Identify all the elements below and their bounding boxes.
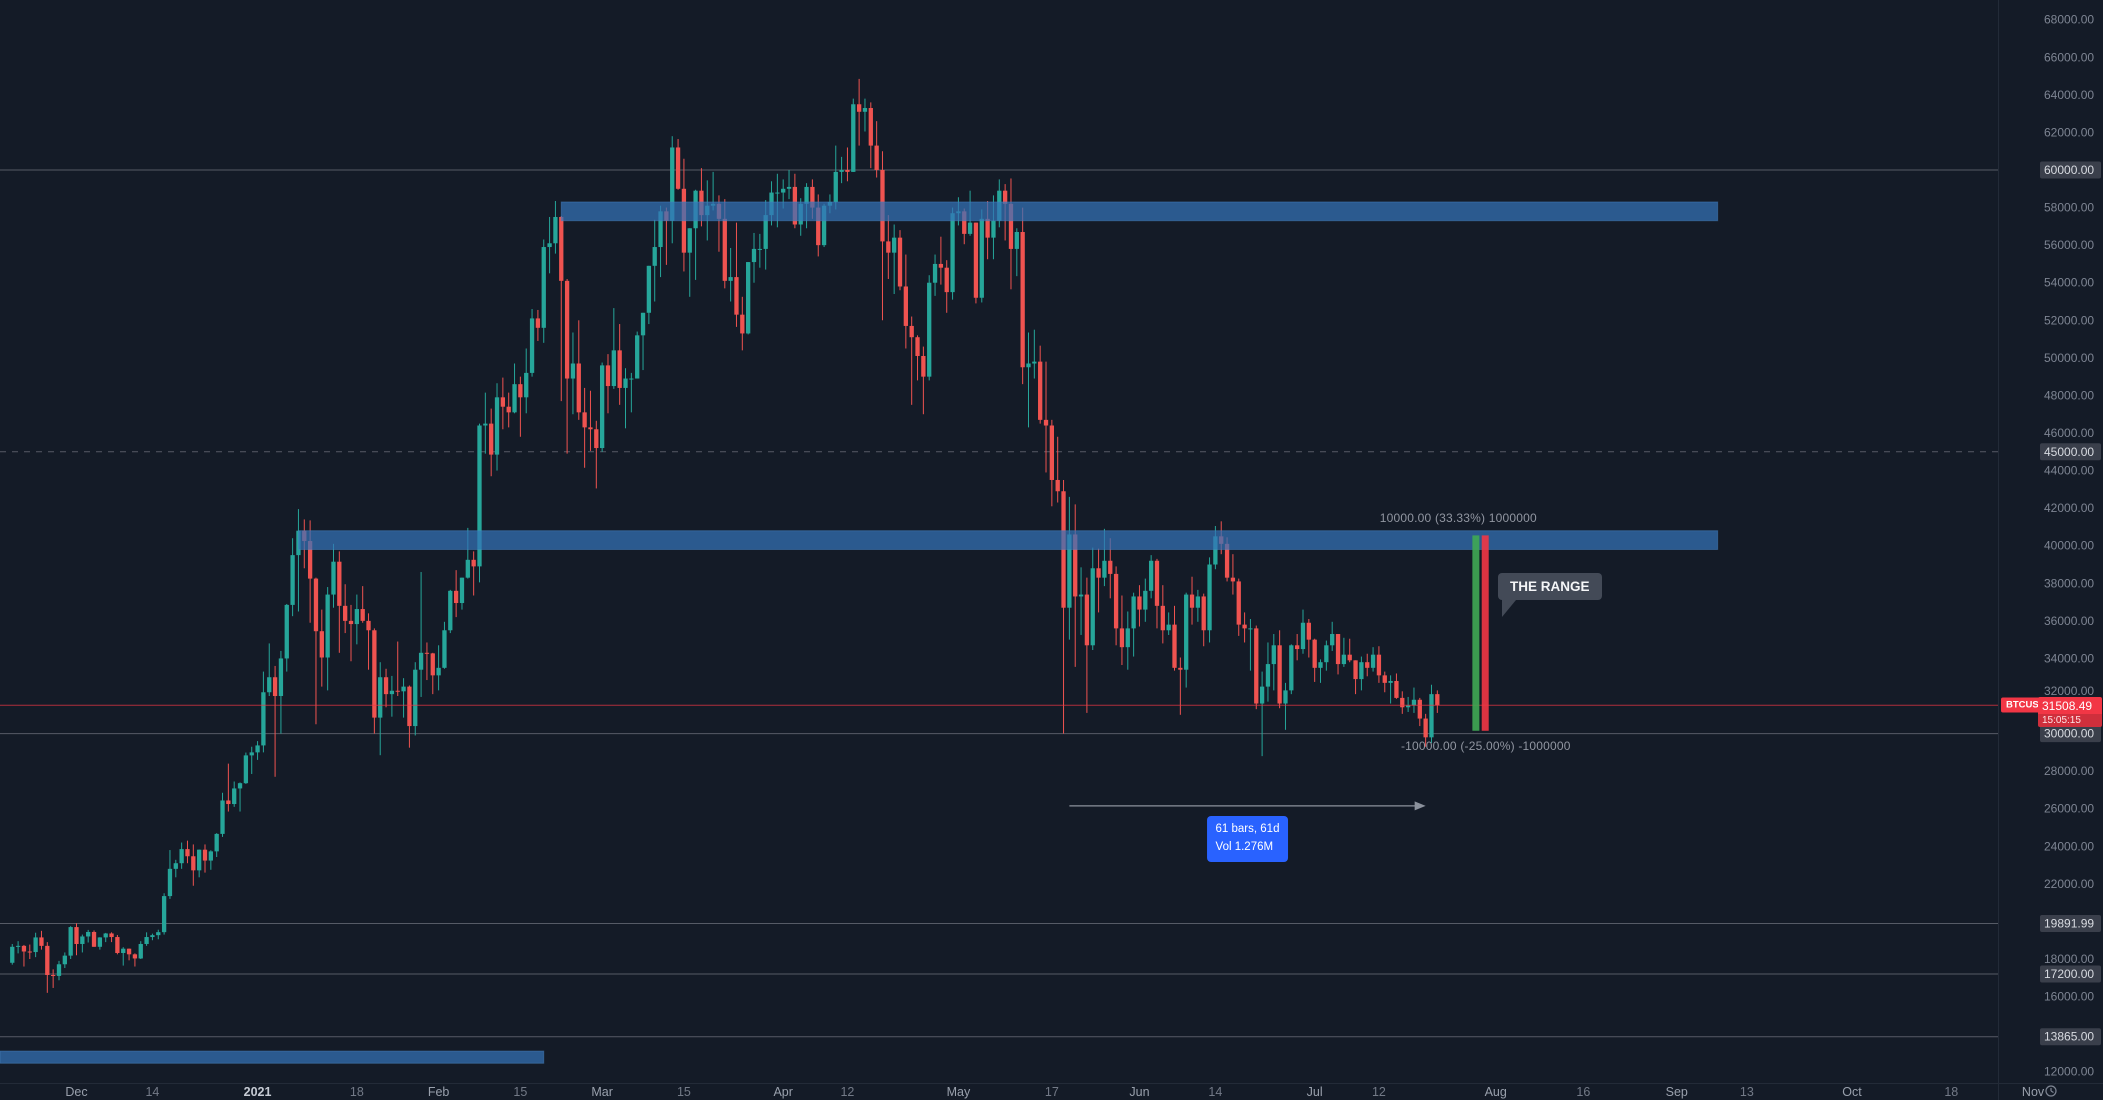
svg-text:68000.00: 68000.00	[2044, 13, 2094, 27]
svg-text:16000.00: 16000.00	[2044, 990, 2094, 1004]
svg-text:32000.00: 32000.00	[2044, 684, 2094, 698]
svg-text:38000.00: 38000.00	[2044, 576, 2094, 590]
range-note-callout[interactable]: THE RANGE	[1498, 572, 1602, 617]
svg-text:52000.00: 52000.00	[2044, 313, 2094, 327]
svg-text:50000.00: 50000.00	[2044, 351, 2094, 365]
svg-text:Oct: Oct	[1842, 1085, 1862, 1099]
price-range-tool-up[interactable]	[1472, 535, 1480, 731]
svg-text:28000.00: 28000.00	[2044, 764, 2094, 778]
svg-text:18000.00: 18000.00	[2044, 952, 2094, 966]
price-range-down-label[interactable]: -10000.00 (-25.00%) -1000000	[1400, 738, 1571, 753]
range-note-text: THE RANGE	[1510, 578, 1590, 594]
svg-text:Aug: Aug	[1485, 1085, 1507, 1099]
svg-text:24000.00: 24000.00	[2044, 839, 2094, 853]
svg-text:13865.00: 13865.00	[2044, 1030, 2094, 1044]
svg-text:45000.00: 45000.00	[2044, 445, 2094, 459]
svg-text:46000.00: 46000.00	[2044, 426, 2094, 440]
svg-text:17200.00: 17200.00	[2044, 967, 2094, 981]
svg-text:30000.00: 30000.00	[2044, 727, 2094, 741]
bar-close-countdown: 15:05:15	[2038, 713, 2102, 727]
svg-text:34000.00: 34000.00	[2044, 651, 2094, 665]
svg-text:Apr: Apr	[773, 1085, 792, 1099]
measure-bars-text: 61 bars, 61d	[1215, 822, 1280, 835]
svg-text:40000.00: 40000.00	[2044, 539, 2094, 553]
svg-text:54000.00: 54000.00	[2044, 276, 2094, 290]
svg-text:Jul: Jul	[1307, 1085, 1323, 1099]
svg-text:12000.00: 12000.00	[2044, 1065, 2094, 1079]
svg-text:16: 16	[1576, 1085, 1590, 1099]
svg-text:60000.00: 60000.00	[2044, 163, 2094, 177]
svg-text:17: 17	[1045, 1085, 1059, 1099]
current-price-axis-label: 31508.49 15:05:15	[2038, 696, 2102, 727]
svg-text:Nov: Nov	[2022, 1085, 2045, 1099]
svg-text:Dec: Dec	[65, 1085, 87, 1099]
level-lines	[0, 169, 1998, 1038]
price-axis[interactable]: 68000.00 66000.00 64000.00 62000.00 58000.00…	[2040, 13, 2101, 1079]
price-range-tool-down[interactable]	[1481, 535, 1489, 731]
svg-text:22000.00: 22000.00	[2044, 877, 2094, 891]
svg-text:64000.00: 64000.00	[2044, 88, 2094, 102]
svg-text:Sep: Sep	[1666, 1085, 1688, 1099]
svg-text:48000.00: 48000.00	[2044, 388, 2094, 402]
svg-text:15: 15	[513, 1085, 527, 1099]
svg-text:42000.00: 42000.00	[2044, 501, 2094, 515]
svg-text:58000.00: 58000.00	[2044, 201, 2094, 215]
svg-text:12: 12	[840, 1085, 854, 1099]
measure-volume-text: Vol 1.276M	[1215, 840, 1274, 853]
supply-zones	[0, 201, 1719, 1064]
price-range-up-label[interactable]: 10000.00 (33.33%) 1000000	[1379, 511, 1537, 526]
svg-text:14: 14	[145, 1085, 159, 1099]
svg-text:66000.00: 66000.00	[2044, 50, 2094, 64]
clock-icon[interactable]	[2045, 1085, 2057, 1097]
measure-arrowhead-icon	[1414, 801, 1426, 811]
svg-text:2021: 2021	[244, 1085, 272, 1099]
svg-text:Feb: Feb	[428, 1085, 450, 1099]
date-range-measure-label[interactable]: 61 bars, 61d Vol 1.276M	[1206, 815, 1289, 862]
svg-text:13: 13	[1740, 1085, 1754, 1099]
candlesticks	[10, 78, 1440, 993]
svg-text:May: May	[947, 1085, 971, 1099]
svg-text:14: 14	[1208, 1085, 1222, 1099]
svg-text:62000.00: 62000.00	[2044, 125, 2094, 139]
svg-text:15: 15	[677, 1085, 691, 1099]
date-range-measure	[1069, 801, 1426, 811]
current-price-value: 31508.49	[2038, 696, 2102, 714]
svg-text:56000.00: 56000.00	[2044, 238, 2094, 252]
time-axis[interactable]: Dec 14 2021 18 Feb 15 Mar 15 Apr 12 May 17 Jun 14 Jul 1…	[65, 1085, 2045, 1099]
callout-pointer-icon	[1502, 599, 1517, 617]
svg-text:26000.00: 26000.00	[2044, 802, 2094, 816]
svg-text:18: 18	[350, 1085, 364, 1099]
svg-text:18: 18	[1944, 1085, 1958, 1099]
svg-text:Mar: Mar	[591, 1085, 613, 1099]
svg-text:36000.00: 36000.00	[2044, 614, 2094, 628]
price-range-tools	[1472, 535, 1489, 731]
svg-text:Jun: Jun	[1129, 1085, 1149, 1099]
svg-text:44000.00: 44000.00	[2044, 464, 2094, 478]
svg-text:19891.99: 19891.99	[2044, 916, 2094, 930]
svg-text:12: 12	[1372, 1085, 1386, 1099]
